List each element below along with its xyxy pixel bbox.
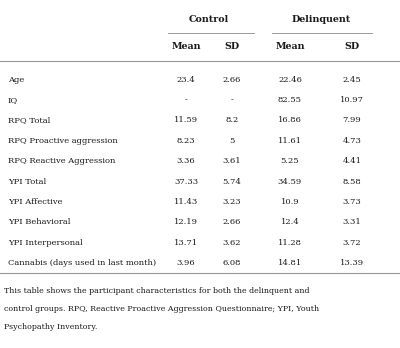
Text: 2.45: 2.45	[343, 76, 361, 84]
Text: RPQ Total: RPQ Total	[8, 117, 50, 125]
Text: This table shows the participant characteristics for both the delinquent and: This table shows the participant charact…	[4, 287, 310, 295]
Text: 11.43: 11.43	[174, 198, 198, 206]
Text: 22.46: 22.46	[278, 76, 302, 84]
Text: Psychopathy Inventory.: Psychopathy Inventory.	[4, 323, 97, 331]
Text: Age: Age	[8, 76, 24, 84]
Text: Control: Control	[189, 15, 229, 24]
Text: 13.71: 13.71	[174, 239, 198, 247]
Text: 2.66: 2.66	[223, 76, 241, 84]
Text: 7.99: 7.99	[343, 117, 361, 125]
Text: RPQ Proactive aggression: RPQ Proactive aggression	[8, 137, 118, 145]
Text: 3.61: 3.61	[223, 157, 241, 165]
Text: 3.96: 3.96	[177, 259, 195, 267]
Text: Delinquent: Delinquent	[291, 15, 351, 24]
Text: 2.66: 2.66	[223, 218, 241, 226]
Text: 13.39: 13.39	[340, 259, 364, 267]
Text: 3.62: 3.62	[223, 239, 241, 247]
Text: YPI Total: YPI Total	[8, 177, 46, 185]
Text: SD: SD	[344, 42, 360, 52]
Text: 8.58: 8.58	[343, 177, 361, 185]
Text: 5.25: 5.25	[281, 157, 299, 165]
Text: 3.31: 3.31	[343, 218, 361, 226]
Text: RPQ Reactive Aggression: RPQ Reactive Aggression	[8, 157, 115, 165]
Text: -: -	[230, 96, 234, 104]
Text: YPI Interpersonal: YPI Interpersonal	[8, 239, 83, 247]
Text: 3.73: 3.73	[343, 198, 361, 206]
Text: IQ: IQ	[8, 96, 18, 104]
Text: control groups. RPQ, Reactive Proactive Aggression Questionnaire; YPI, Youth: control groups. RPQ, Reactive Proactive …	[4, 305, 319, 313]
Text: Cannabis (days used in last month): Cannabis (days used in last month)	[8, 259, 156, 267]
Text: 37.33: 37.33	[174, 177, 198, 185]
Text: 34.59: 34.59	[278, 177, 302, 185]
Text: 11.61: 11.61	[278, 137, 302, 145]
Text: 12.4: 12.4	[281, 218, 299, 226]
Text: 6.08: 6.08	[223, 259, 241, 267]
Text: 8.23: 8.23	[177, 137, 195, 145]
Text: 14.81: 14.81	[278, 259, 302, 267]
Text: 12.19: 12.19	[174, 218, 198, 226]
Text: 5.74: 5.74	[222, 177, 242, 185]
Text: 11.59: 11.59	[174, 117, 198, 125]
Text: Mean: Mean	[171, 42, 201, 52]
Text: 16.86: 16.86	[278, 117, 302, 125]
Text: 11.28: 11.28	[278, 239, 302, 247]
Text: YPI Affective: YPI Affective	[8, 198, 62, 206]
Text: 8.2: 8.2	[225, 117, 239, 125]
Text: 10.97: 10.97	[340, 96, 364, 104]
Text: 82.55: 82.55	[278, 96, 302, 104]
Text: 3.23: 3.23	[223, 198, 241, 206]
Text: YPI Behavioral: YPI Behavioral	[8, 218, 70, 226]
Text: 5: 5	[229, 137, 235, 145]
Text: Mean: Mean	[275, 42, 305, 52]
Text: 3.36: 3.36	[177, 157, 195, 165]
Text: SD: SD	[224, 42, 240, 52]
Text: -: -	[184, 96, 188, 104]
Text: 23.4: 23.4	[177, 76, 195, 84]
Text: 4.41: 4.41	[342, 157, 362, 165]
Text: 10.9: 10.9	[281, 198, 299, 206]
Text: 4.73: 4.73	[342, 137, 362, 145]
Text: 3.72: 3.72	[343, 239, 361, 247]
